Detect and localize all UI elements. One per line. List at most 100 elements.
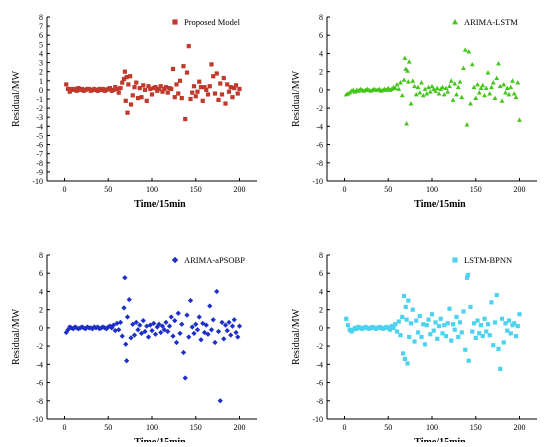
data-point bbox=[461, 309, 466, 314]
y-tick-label: 6 bbox=[39, 269, 43, 278]
data-point bbox=[119, 333, 125, 339]
data-point bbox=[137, 85, 142, 91]
data-point bbox=[496, 61, 501, 66]
data-point bbox=[124, 75, 129, 80]
data-point bbox=[344, 316, 349, 321]
y-tick-label: -10 bbox=[32, 177, 43, 186]
data-point bbox=[226, 319, 232, 326]
data-point bbox=[506, 318, 512, 323]
data-point bbox=[399, 92, 405, 98]
data-point bbox=[470, 329, 475, 334]
y-tick-label: 0 bbox=[39, 86, 43, 95]
data-point bbox=[161, 327, 167, 333]
data-point bbox=[393, 322, 398, 327]
y-tick-label: -2 bbox=[316, 104, 323, 113]
data-point bbox=[508, 84, 514, 90]
data-point bbox=[433, 320, 438, 325]
y-tick-label: 1 bbox=[39, 77, 43, 86]
y-tick-label: -7 bbox=[36, 150, 43, 159]
x-tick-label: 0 bbox=[343, 185, 347, 194]
data-point bbox=[424, 323, 429, 328]
data-point bbox=[211, 74, 216, 79]
data-point bbox=[142, 328, 148, 335]
data-point bbox=[166, 323, 173, 329]
y-tick-label: -4 bbox=[36, 360, 43, 369]
data-point bbox=[429, 83, 435, 89]
data-point bbox=[426, 317, 431, 322]
data-point bbox=[173, 339, 180, 346]
data-point bbox=[235, 91, 240, 96]
data-point bbox=[193, 321, 199, 327]
data-point bbox=[201, 329, 208, 336]
data-point bbox=[151, 320, 157, 326]
data-point bbox=[146, 84, 151, 89]
data-point bbox=[222, 322, 229, 328]
data-point bbox=[189, 324, 195, 330]
x-tick-label: 200 bbox=[514, 423, 526, 432]
data-point bbox=[422, 86, 428, 91]
data-point bbox=[139, 95, 144, 100]
y-tick-label: 2 bbox=[319, 68, 323, 77]
y-tick-label: 8 bbox=[39, 13, 43, 22]
data-point bbox=[466, 49, 472, 54]
data-point bbox=[434, 85, 440, 90]
data-point bbox=[406, 59, 412, 64]
data-point bbox=[135, 95, 141, 101]
data-point bbox=[512, 321, 517, 326]
data-point bbox=[121, 305, 127, 311]
y-tick-label: 4 bbox=[319, 49, 323, 58]
data-point bbox=[233, 83, 239, 88]
data-point bbox=[149, 92, 155, 97]
data-point bbox=[443, 333, 449, 339]
y-tick-label: -6 bbox=[36, 379, 43, 388]
data-point bbox=[405, 79, 411, 84]
data-point bbox=[217, 398, 223, 404]
data-point bbox=[464, 122, 470, 127]
data-point bbox=[477, 331, 482, 336]
x-tick-label: 0 bbox=[343, 423, 347, 432]
data-point bbox=[396, 319, 401, 324]
data-point bbox=[214, 71, 219, 76]
data-point bbox=[471, 84, 477, 90]
y-tick-label: 7 bbox=[39, 22, 43, 31]
y-tick-label: -6 bbox=[36, 141, 43, 150]
data-point bbox=[475, 82, 480, 87]
data-point bbox=[174, 82, 179, 87]
data-point bbox=[401, 293, 407, 299]
data-point bbox=[441, 92, 447, 97]
data-point bbox=[130, 321, 136, 327]
data-point bbox=[177, 78, 183, 83]
data-point bbox=[459, 330, 464, 335]
data-point bbox=[485, 70, 491, 75]
data-point bbox=[480, 82, 486, 88]
x-tick-label: 200 bbox=[234, 423, 246, 432]
data-point bbox=[426, 84, 431, 90]
data-point bbox=[153, 85, 158, 90]
data-point bbox=[461, 65, 466, 70]
data-point bbox=[478, 323, 484, 328]
data-point bbox=[408, 321, 414, 326]
x-axis-label: Time/15min bbox=[414, 437, 466, 442]
y-tick-label: 0 bbox=[319, 86, 323, 95]
data-point bbox=[191, 84, 197, 89]
x-tick-label: 150 bbox=[190, 423, 202, 432]
data-point bbox=[122, 275, 128, 281]
data-point bbox=[422, 342, 428, 347]
data-point bbox=[183, 116, 188, 122]
data-point bbox=[407, 334, 412, 340]
data-point bbox=[128, 74, 133, 79]
data-point bbox=[132, 85, 137, 90]
data-point bbox=[436, 91, 442, 96]
data-point bbox=[190, 90, 195, 95]
y-tick-label: 0 bbox=[319, 324, 323, 333]
y-tick-label: -6 bbox=[316, 141, 323, 150]
data-point bbox=[163, 319, 169, 326]
data-point bbox=[221, 75, 226, 81]
data-point bbox=[511, 91, 517, 96]
data-point bbox=[417, 313, 422, 319]
data-point bbox=[120, 80, 125, 85]
y-tick-label: 8 bbox=[319, 13, 323, 22]
data-point bbox=[225, 82, 230, 87]
data-point bbox=[482, 316, 487, 321]
y-tick-label: 4 bbox=[39, 49, 43, 58]
